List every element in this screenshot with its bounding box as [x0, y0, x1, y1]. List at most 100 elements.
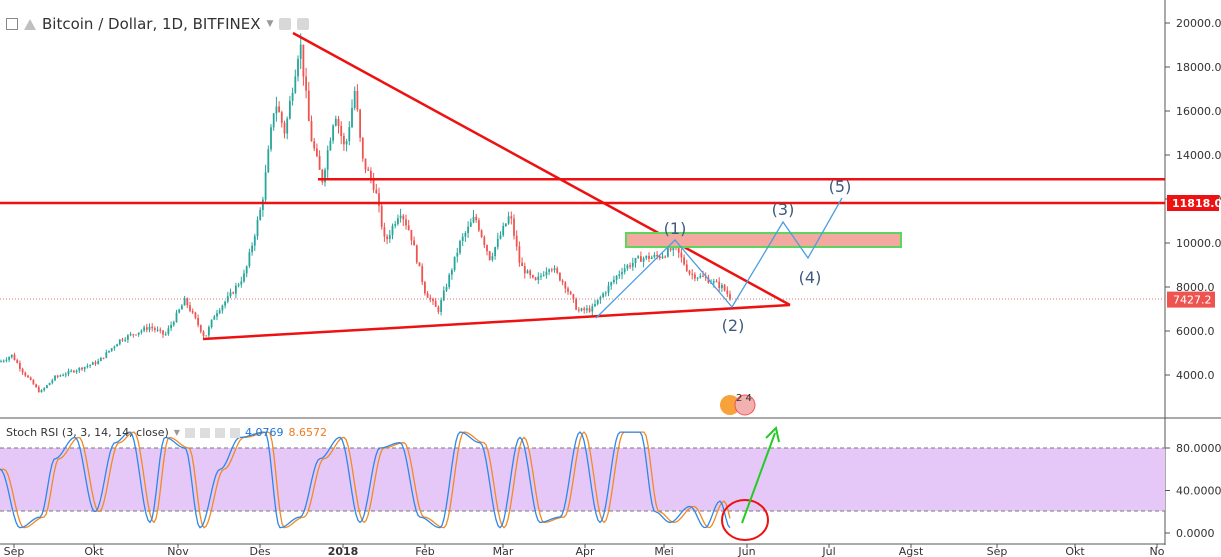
candle-body [232, 292, 235, 294]
collapse-icon[interactable] [6, 18, 18, 30]
candle-body [175, 312, 178, 323]
candle-body [642, 258, 645, 262]
candle-body [27, 375, 29, 378]
settings-icon[interactable] [199, 427, 210, 438]
candle-body [221, 305, 224, 311]
dropdown-arrow-icon[interactable]: ▼ [173, 428, 180, 437]
candle-body [356, 90, 359, 110]
candle-body [378, 193, 380, 206]
candle-body [432, 299, 434, 302]
eye-icon[interactable] [279, 18, 292, 30]
candle-body [499, 235, 502, 239]
wave-label: (2) [722, 316, 745, 335]
candle-body [661, 256, 664, 259]
last-price-text: 7427.2 [1173, 294, 1212, 307]
target-zone[interactable] [625, 232, 902, 248]
candle-body [151, 326, 154, 329]
candle-body [721, 284, 723, 289]
candle-body [496, 238, 499, 248]
candle-body [83, 366, 86, 370]
event-flag-icon[interactable] [720, 395, 740, 415]
candle-body [229, 292, 232, 297]
candle-body [526, 270, 529, 274]
candle-body [162, 330, 164, 335]
candle-body [521, 262, 523, 267]
candle-body [518, 246, 521, 263]
price-tick-label: 4000.0 [1176, 369, 1215, 382]
time-tick-label: Okt [1065, 545, 1085, 557]
candle-body [718, 281, 721, 289]
candle-body [94, 362, 97, 364]
candle-body [0, 361, 2, 363]
time-tick-label: Des [250, 545, 271, 557]
candle-body [318, 156, 321, 170]
candle-body [580, 308, 583, 311]
trendlines-group: (1) (2) (3) (4) (5) 2 4 [0, 31, 1165, 416]
candle-body [183, 298, 186, 306]
candle-body [294, 76, 297, 93]
candle-body [613, 279, 615, 283]
stoch-header: Stoch RSI (3, 3, 14, 14, close) ▼ 4.0769… [6, 426, 327, 439]
candle-body [394, 224, 397, 226]
candle-body [704, 276, 707, 278]
settings-icon[interactable] [297, 18, 310, 30]
candle-body [664, 256, 667, 258]
candle-body [297, 58, 299, 77]
candle-body [205, 335, 208, 337]
dropdown-arrow-icon[interactable]: ▼ [266, 19, 274, 29]
add-icon[interactable] [214, 427, 225, 438]
green-arrow-shaft[interactable] [741, 432, 776, 524]
stoch-axis[interactable]: 80.0000 40.0000 0.0000 [1165, 442, 1221, 540]
candle-body [19, 362, 21, 369]
candle-body [467, 226, 469, 234]
candle-body [310, 121, 313, 142]
candle-body [167, 328, 170, 334]
candle-body [143, 327, 145, 331]
oversold-circle[interactable] [721, 499, 769, 541]
candle-body [564, 282, 567, 289]
price-tick-label: 8000.0 [1176, 281, 1215, 294]
candle-body [723, 284, 726, 291]
candle-body [270, 127, 272, 150]
candle-body [586, 308, 588, 311]
candle-body [658, 256, 661, 259]
time-axis[interactable]: Sep Okt Nov Des 2018 Feb Mar Apr Mei Jun Jul Agst Se… [4, 544, 1165, 557]
candle-body [361, 137, 364, 159]
candle-body [729, 294, 731, 300]
candle-body [602, 293, 604, 298]
candle-body [326, 150, 329, 170]
price-axis[interactable]: 20000.018000.016000.014000.012000.010000… [1165, 17, 1221, 382]
elliott-wave-path[interactable] [595, 197, 843, 319]
candle-body [275, 106, 278, 114]
candle-body [691, 273, 694, 275]
candle-body [278, 106, 280, 113]
candle-body [262, 199, 264, 210]
event-flag-icon[interactable] [734, 394, 756, 416]
candle-body [307, 90, 310, 122]
candle-body [604, 292, 607, 294]
candle-body [127, 335, 129, 340]
candle-body [54, 375, 56, 381]
time-tick-label: Okt [84, 545, 104, 557]
candle-body [550, 269, 553, 271]
candle-body [596, 299, 599, 304]
candle-body [116, 344, 118, 347]
candle-body [429, 297, 432, 300]
ascending-trendline[interactable] [202, 303, 791, 341]
green-arrow-head[interactable] [765, 425, 780, 443]
stoch-d-value: 8.6572 [288, 426, 327, 439]
close-icon[interactable] [229, 427, 240, 438]
candle-body [707, 277, 710, 283]
candle-body [316, 148, 318, 157]
candle-body [16, 360, 19, 363]
candle-body [440, 300, 442, 312]
candle-body [523, 266, 526, 274]
descending-trendline[interactable] [292, 31, 791, 307]
candle-body [459, 240, 461, 253]
eye-icon[interactable] [184, 427, 195, 438]
candle-body [383, 227, 386, 237]
candle-body [634, 258, 637, 264]
candle-body [502, 226, 505, 236]
candle-body [145, 327, 148, 330]
